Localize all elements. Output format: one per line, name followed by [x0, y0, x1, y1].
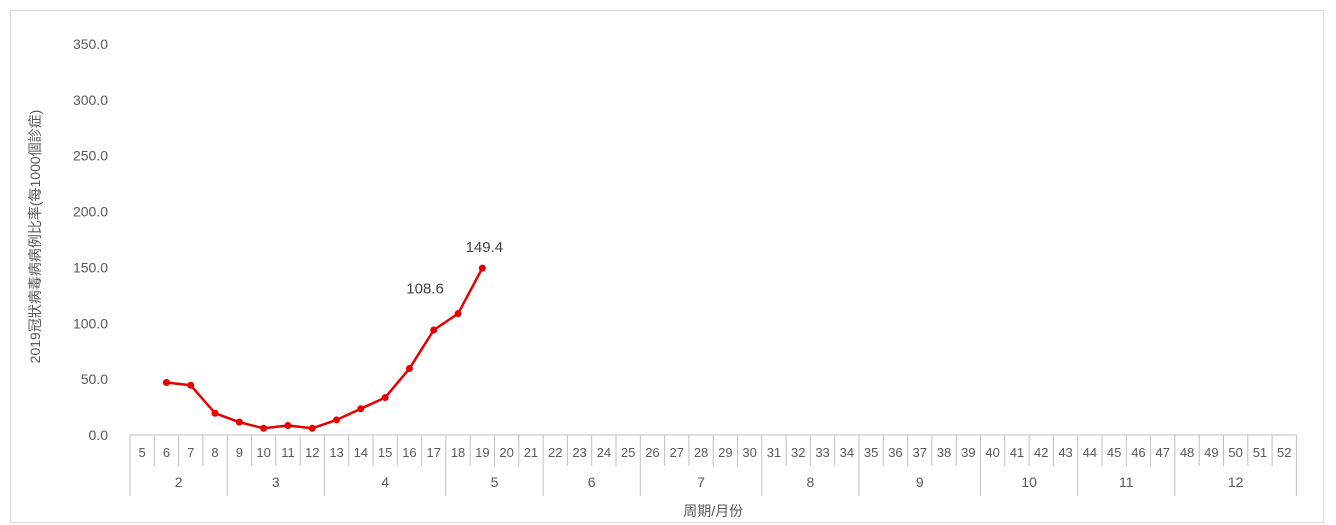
week-tick-label: 14 [354, 445, 368, 460]
week-tick-label: 26 [645, 445, 659, 460]
week-tick-label: 43 [1058, 445, 1072, 460]
week-tick-label: 9 [236, 445, 243, 460]
week-tick-label: 7 [187, 445, 194, 460]
week-tick-label: 37 [913, 445, 927, 460]
week-tick-label: 24 [597, 445, 611, 460]
week-tick-label: 27 [670, 445, 684, 460]
data-point [284, 422, 292, 430]
y-tick-label: 50.0 [81, 371, 108, 387]
data-point [478, 264, 486, 272]
week-tick-label: 20 [499, 445, 513, 460]
y-tick-label: 250.0 [73, 148, 108, 164]
week-tick-label: 35 [864, 445, 878, 460]
month-tick-label: 12 [1228, 474, 1244, 490]
week-tick-label: 29 [718, 445, 732, 460]
week-tick-label: 25 [621, 445, 635, 460]
week-tick-label: 6 [163, 445, 170, 460]
y-tick-label: 150.0 [73, 259, 108, 275]
series-line [166, 267, 484, 430]
week-tick-label: 39 [961, 445, 975, 460]
week-tick-label: 49 [1204, 445, 1218, 460]
week-tick-label: 28 [694, 445, 708, 460]
week-tick-label: 10 [256, 445, 270, 460]
week-tick-label: 17 [427, 445, 441, 460]
week-tick-label: 42 [1034, 445, 1048, 460]
week-tick-label: 48 [1180, 445, 1194, 460]
week-tick-label: 33 [815, 445, 829, 460]
week-tick-label: 36 [888, 445, 902, 460]
data-point [235, 418, 243, 426]
week-tick-label: 11 [281, 445, 295, 460]
week-tick-label: 16 [402, 445, 416, 460]
data-point [187, 381, 195, 389]
week-tick-label: 52 [1277, 445, 1291, 460]
month-tick-label: 7 [697, 474, 705, 490]
data-label: 149.4 [466, 239, 504, 256]
week-tick-label: 32 [791, 445, 805, 460]
data-point [211, 409, 219, 417]
week-tick-label: 12 [305, 445, 319, 460]
week-tick-label: 31 [767, 445, 781, 460]
data-point [430, 326, 438, 334]
y-axis-title: 2019冠狀病毒病病例比率(每1000個診症) [27, 110, 43, 364]
y-tick-label: 100.0 [73, 315, 108, 331]
week-tick-label: 46 [1131, 445, 1145, 460]
week-tick-label: 38 [937, 445, 951, 460]
week-tick-label: 30 [742, 445, 756, 460]
data-point [333, 416, 341, 424]
data-point [260, 424, 268, 432]
y-tick-label: 0.0 [89, 427, 109, 443]
y-tick-label: 300.0 [73, 92, 108, 108]
month-tick-label: 8 [807, 474, 815, 490]
data-label: 108.6 [406, 281, 444, 298]
week-tick-label: 51 [1253, 445, 1267, 460]
y-tick-label: 200.0 [73, 204, 108, 220]
week-tick-label: 8 [211, 445, 218, 460]
week-tick-label: 19 [475, 445, 489, 460]
month-tick-label: 4 [381, 474, 389, 490]
month-tick-label: 6 [588, 474, 596, 490]
month-tick-label: 10 [1021, 474, 1037, 490]
data-point [308, 424, 316, 432]
week-tick-label: 22 [548, 445, 562, 460]
week-tick-label: 18 [451, 445, 465, 460]
week-tick-label: 40 [985, 445, 999, 460]
week-tick-label: 45 [1107, 445, 1121, 460]
y-tick-label: 350.0 [73, 36, 108, 52]
week-tick-label: 41 [1010, 445, 1024, 460]
data-point [454, 310, 462, 318]
month-tick-label: 5 [491, 474, 499, 490]
week-tick-label: 23 [572, 445, 586, 460]
week-tick-label: 5 [139, 445, 146, 460]
week-tick-label: 44 [1083, 445, 1097, 460]
week-tick-label: 13 [329, 445, 343, 460]
data-point [381, 394, 389, 402]
week-tick-label: 47 [1156, 445, 1170, 460]
month-tick-label: 9 [916, 474, 924, 490]
month-tick-label: 11 [1119, 474, 1134, 490]
week-tick-label: 34 [840, 445, 854, 460]
week-tick-label: 15 [378, 445, 392, 460]
chart-container: 0.0 50.0 100.0 150.0 200.0 250.0 300.0 350.0 201… [10, 10, 1324, 523]
data-point [357, 405, 365, 413]
week-tick-label: 50 [1228, 445, 1242, 460]
week-tick-label: 21 [524, 445, 538, 460]
data-point [405, 365, 413, 373]
data-point [162, 378, 170, 386]
month-tick-label: 3 [272, 474, 280, 490]
x-axis-title: 周期/月份 [683, 503, 743, 519]
line-chart: 0.050.0100.0150.0200.0250.0300.0350.0201… [27, 36, 1297, 519]
month-tick-label: 2 [175, 474, 183, 490]
